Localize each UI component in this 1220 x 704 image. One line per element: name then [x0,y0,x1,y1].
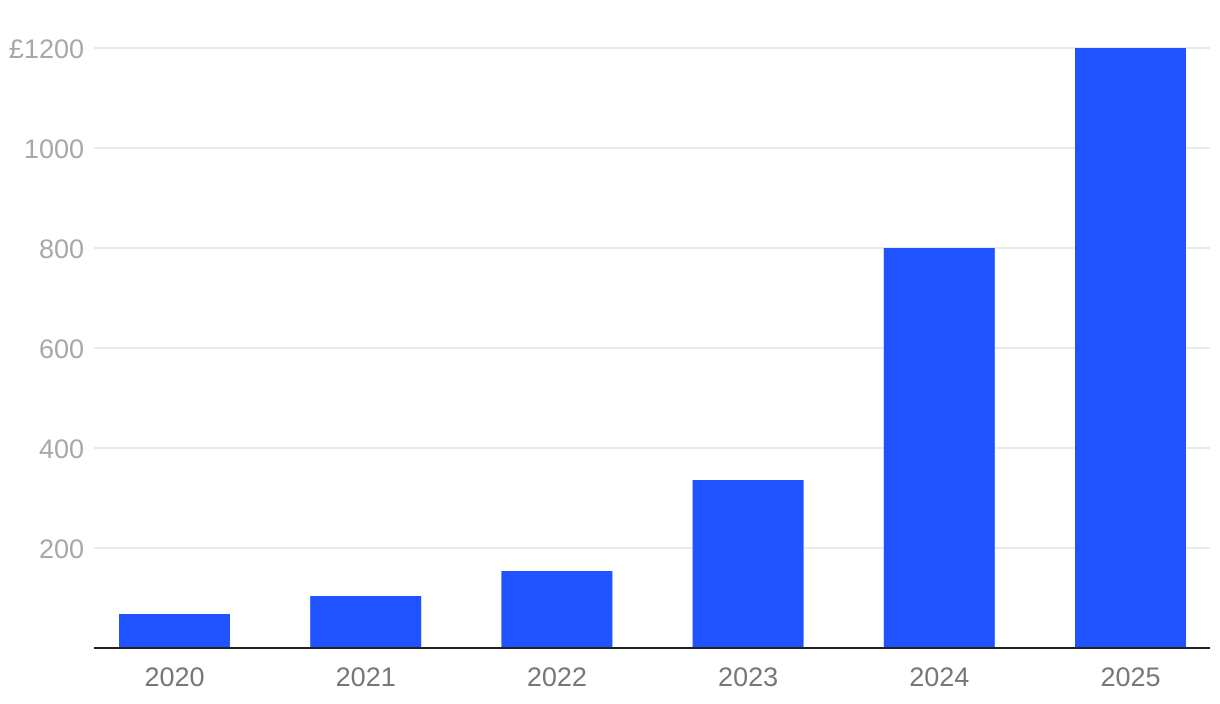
y-tick-label-400: 400 [39,434,84,464]
gridlines [94,47,1210,549]
bar-2024 [883,248,995,648]
y-axis-tick-labels: 200 400 600 800 1000 £1200 [9,34,84,564]
x-tick-label-2020: 2020 [144,662,204,692]
x-tick-label-2025: 2025 [1100,662,1160,692]
x-tick-label-2022: 2022 [527,662,587,692]
y-tick-label-200: 200 [39,534,84,564]
bar-2023 [692,480,804,648]
x-tick-label-2021: 2021 [336,662,396,692]
bar-2020 [119,614,230,648]
bar-2025 [1075,48,1186,648]
y-tick-label-600: 600 [39,334,84,364]
bar-2021 [310,596,422,648]
y-tick-label-1000: 1000 [24,134,84,164]
x-tick-label-2024: 2024 [909,662,969,692]
bars [119,48,1186,648]
y-tick-label-800: 800 [39,234,84,264]
x-tick-label-2023: 2023 [718,662,778,692]
x-axis-tick-labels: 2020 2021 2022 2023 2024 2025 [144,662,1160,692]
y-tick-label-1200: £1200 [9,34,84,64]
bar-2022 [501,571,613,648]
